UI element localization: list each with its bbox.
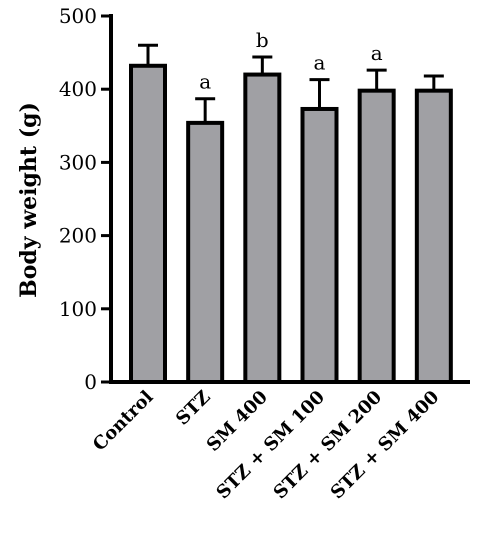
y-tick-label: 300 [59, 150, 97, 174]
bar [300, 106, 339, 385]
significance-label: b [256, 28, 269, 52]
significance-label: a [371, 41, 383, 65]
bar [129, 63, 167, 384]
x-category-label: STZ + SM 100 [212, 387, 329, 504]
x-category-label: STZ + SM 400 [327, 387, 444, 504]
x-category-label: Control [89, 387, 158, 456]
significance-label: a [314, 51, 326, 75]
bars: a b a a [129, 28, 453, 385]
bar [243, 72, 282, 384]
y-tick-label: 400 [59, 77, 97, 101]
y-axis-title: Body weight (g) [16, 102, 42, 298]
bar [186, 120, 225, 384]
y-tick-label: 200 [59, 224, 97, 248]
x-category-label: STZ [172, 387, 215, 430]
y-tick-label: 100 [59, 297, 97, 321]
bar [357, 88, 396, 384]
y-axis-ticks: 0 100 200 300 400 500 [59, 4, 111, 394]
bar [414, 88, 453, 384]
significance-label: a [199, 70, 211, 94]
x-category-label: STZ + SM 200 [270, 387, 387, 504]
y-tick-label: 0 [84, 370, 97, 394]
y-tick-label: 500 [59, 4, 97, 28]
